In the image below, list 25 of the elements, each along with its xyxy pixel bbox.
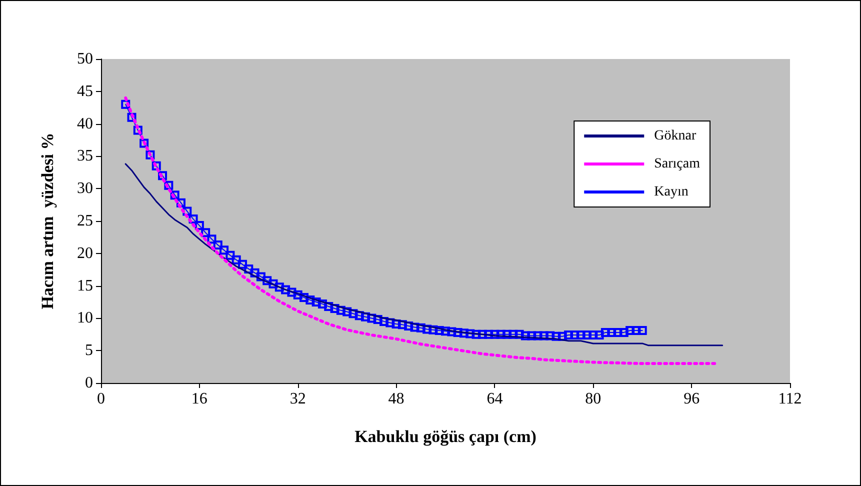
x-axis-title: Kabuklu göğüs çapı (cm) — [354, 427, 536, 446]
x-tick-label: 80 — [585, 390, 602, 408]
legend-label: Sarıçam — [654, 156, 700, 172]
x-tick-label: 32 — [290, 390, 306, 408]
y-tick-label: 15 — [77, 277, 93, 294]
y-tick-label: 35 — [77, 148, 93, 165]
x-tick-label: 96 — [684, 390, 700, 408]
y-tick-label: 40 — [77, 115, 93, 132]
x-tick-label: 16 — [191, 390, 208, 408]
legend-label: Göknar — [654, 128, 696, 144]
y-tick-label: 25 — [77, 212, 93, 230]
y-tick-label: 45 — [77, 82, 93, 100]
y-tick-label: 50 — [77, 50, 93, 68]
y-tick-label: 0 — [85, 374, 93, 392]
y-tick-label: 30 — [77, 180, 93, 198]
y-tick-label: 20 — [77, 244, 93, 262]
x-tick-label: 0 — [97, 390, 105, 408]
legend-label: Kayın — [654, 184, 688, 200]
x-tick-label: 48 — [388, 390, 404, 408]
y-tick-label: 10 — [77, 310, 93, 327]
y-axis-title: Hacım artım yüzdesi % — [38, 132, 57, 310]
y-tick-label: 5 — [85, 342, 93, 360]
x-tick-label: 64 — [486, 390, 503, 408]
line-series — [124, 96, 718, 366]
x-tick-label: 112 — [778, 390, 802, 408]
